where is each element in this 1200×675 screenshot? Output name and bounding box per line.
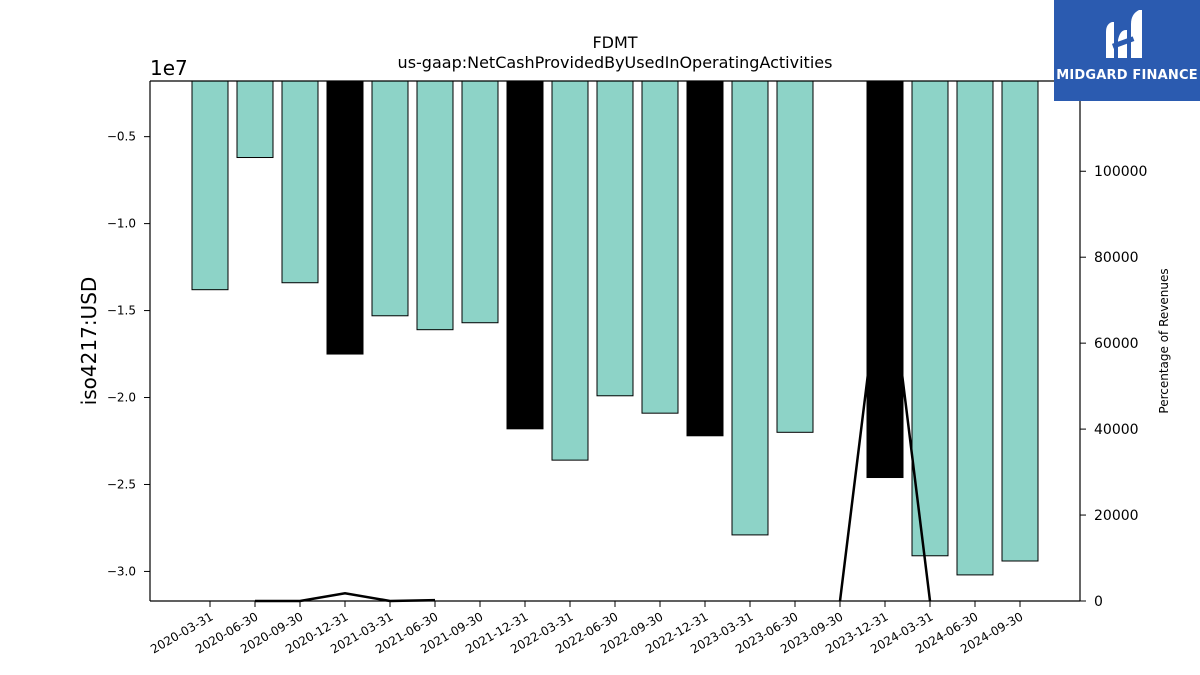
y2-axis-label: Percentage of Revenues — [1157, 268, 1171, 413]
bar-2022-03-31 — [551, 80, 589, 461]
bar-2023-06-30 — [776, 80, 814, 433]
percentage-line-segment — [838, 235, 932, 602]
bar-2021-06-30 — [416, 80, 454, 331]
bar-2021-03-31 — [371, 80, 409, 317]
y2-tick-label: 80000 — [1094, 250, 1139, 266]
y2-tick-label: 20000 — [1094, 508, 1139, 524]
bar-2020-06-30 — [236, 80, 274, 159]
chart-subtitle: us-gaap:NetCashProvidedByUsedInOperating… — [398, 53, 833, 72]
bar-2024-06-30 — [956, 80, 994, 576]
midgard-logo-icon — [1106, 10, 1142, 58]
bar-2020-12-31 — [326, 80, 364, 355]
y-tick-label: −0.5 — [107, 130, 136, 144]
y-offset-label: 1e7 — [150, 56, 188, 80]
bar-2024-09-30 — [1001, 80, 1039, 562]
chart-title: FDMT — [592, 33, 637, 52]
bar-2024-03-31 — [911, 80, 949, 557]
percentage-line-segment — [255, 591, 436, 603]
bar-2023-12-31 — [866, 80, 904, 479]
bar-2021-12-31 — [506, 80, 544, 430]
y2-tick-label: 0 — [1094, 594, 1103, 610]
bar-2020-03-31 — [191, 80, 229, 291]
y-tick-label: −2.0 — [107, 391, 136, 405]
bar-2021-09-30 — [461, 80, 499, 324]
y-tick-label: −3.0 — [107, 564, 136, 578]
y-tick-label: −1.0 — [107, 217, 136, 231]
y2-tick-label: 100000 — [1094, 164, 1147, 180]
y2-tick-label: 60000 — [1094, 336, 1139, 352]
bar-2022-12-31 — [686, 80, 724, 437]
y2-tick-label: 40000 — [1094, 422, 1139, 438]
y-axis-label: iso4217:USD — [77, 277, 101, 406]
bar-2023-03-31 — [731, 80, 769, 536]
midgard-logo: MIDGARD FINANCE — [1054, 0, 1200, 101]
y-tick-label: −1.5 — [107, 304, 136, 318]
logo-text: MIDGARD FINANCE — [1056, 68, 1198, 83]
bar-2020-09-30 — [281, 80, 319, 284]
bar-2022-09-30 — [641, 80, 679, 414]
y-tick-label: −2.5 — [107, 477, 136, 491]
bar-2022-06-30 — [596, 80, 634, 397]
